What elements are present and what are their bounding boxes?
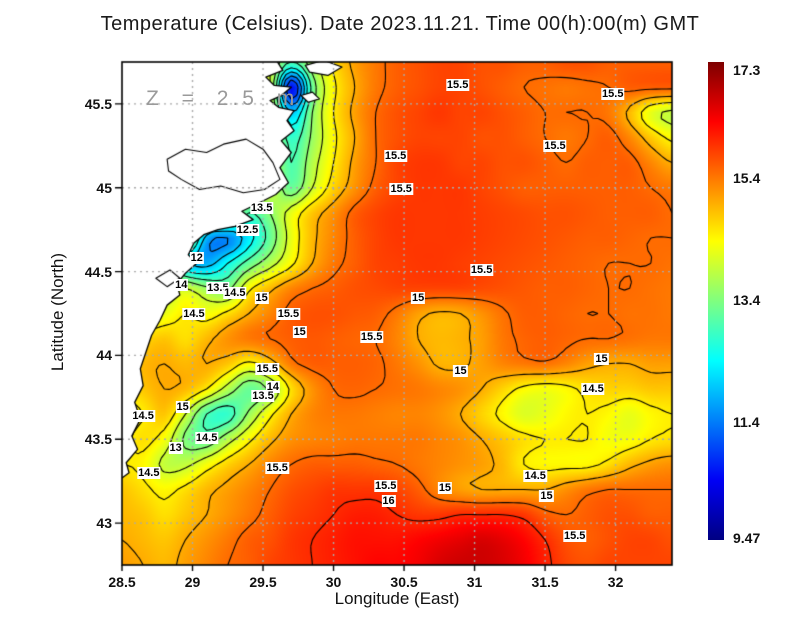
y-tick-label: 43 [96, 515, 112, 532]
contour-label: 13.5 [249, 201, 274, 214]
contour-label: 14.5 [223, 287, 247, 300]
x-tick-label: 30.5 [390, 574, 418, 590]
y-axis-title: Latitude (North) [48, 252, 67, 372]
y-tick-label: 44.5 [84, 263, 112, 280]
depth-annotation: Z = 2.5 m [146, 87, 299, 110]
contour-label: 14.5 [523, 470, 547, 483]
contour-label: 15 [292, 325, 307, 338]
contour-label: 14.5 [194, 431, 219, 444]
x-tick-label: 29.5 [249, 574, 277, 590]
contour-label: 15.5 [265, 461, 289, 474]
y-tick-label: 43.5 [84, 431, 112, 448]
colorbar-tick-label: 15.4 [733, 169, 761, 186]
contour-label: 15.5 [383, 149, 408, 162]
x-tick-label: 32 [607, 574, 624, 590]
figure-title: Temperature (Celsius). Date 2023.11.21. … [100, 13, 700, 35]
contour-label: 15 [539, 490, 554, 503]
contour-label: 14.5 [131, 409, 155, 422]
contour-label: 13.5 [251, 389, 275, 402]
contour-label: 15.5 [276, 307, 301, 320]
contour-label: 14.5 [581, 382, 605, 395]
colorbar-tick-label: 9.47 [733, 530, 761, 546]
x-tick-label: 31 [466, 574, 483, 590]
contour-label: 15 [254, 292, 269, 305]
contour-label: 15 [411, 292, 426, 305]
contour-label: 15.5 [562, 530, 587, 543]
contour-label: 15 [453, 364, 468, 377]
x-axis-title: Longitude (East) [334, 589, 460, 608]
y-tick-label: 44 [96, 347, 112, 364]
contour-label: 15 [437, 481, 453, 494]
y-tick-label: 45.5 [84, 95, 112, 112]
contour-label: 15.5 [601, 87, 625, 100]
x-tick-label: 29 [184, 574, 201, 590]
contour-label: 12 [189, 252, 204, 265]
contour-label: 15 [594, 352, 609, 365]
x-tick-label: 28.5 [108, 574, 136, 590]
contour-label: 16 [381, 495, 396, 508]
contour-label: 15.5 [469, 263, 494, 276]
contour-label: 14.5 [137, 466, 161, 479]
colorbar [708, 62, 724, 540]
contour-label: 14.5 [182, 307, 206, 320]
contour-label: 15.5 [445, 79, 470, 92]
x-tick-label: 31.5 [531, 574, 559, 590]
contour-label: 15.5 [389, 183, 413, 196]
colorbar-tick-label: 11.4 [733, 414, 760, 431]
x-tick-label: 30 [325, 574, 342, 590]
contour-label: 15.5 [359, 330, 384, 343]
contour-label: 15 [175, 401, 190, 414]
contour-label: 15.5 [373, 480, 398, 493]
y-tick-label: 45 [96, 179, 112, 196]
contour-label: 13 [168, 441, 183, 454]
contour-label: 14 [174, 278, 189, 291]
colorbar-tick-label: 13.4 [733, 292, 761, 309]
contour-label: 15.5 [255, 362, 279, 375]
colorbar-tick-label: 17.3 [733, 62, 761, 78]
contour-label: 15.5 [543, 139, 567, 152]
contour-label: 12.5 [235, 223, 260, 236]
